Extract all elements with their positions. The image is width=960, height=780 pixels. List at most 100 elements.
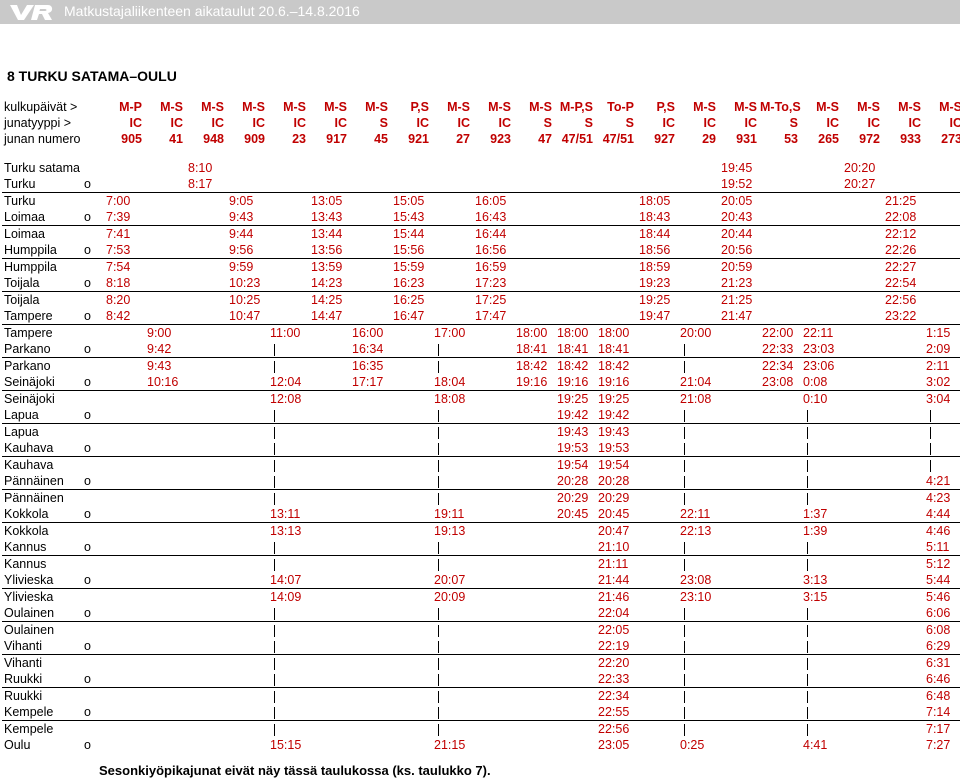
time-cell <box>145 291 186 308</box>
table-row: Vihanti 22:20 6:31 <box>2 654 960 671</box>
pass-through-marker <box>268 704 309 721</box>
time-cell <box>186 374 227 391</box>
time-cell <box>514 489 555 506</box>
pass-bar <box>930 409 931 422</box>
station-name: Kokkola <box>2 522 84 539</box>
table-row: Parkano o 9:42 16:34 18:41 18:41 18:41 22:33 23:… <box>2 341 960 358</box>
time-cell: 20:07 <box>434 573 466 587</box>
time-cell <box>309 671 350 688</box>
time-cell: 8:10 <box>188 161 213 175</box>
time-cell <box>350 720 391 737</box>
time-cell: 3:04 <box>924 390 960 407</box>
time-cell <box>842 473 883 490</box>
column-days: M-S <box>488 100 511 114</box>
time-cell <box>350 390 391 407</box>
time-cell <box>227 324 268 341</box>
pass-through-marker <box>432 539 473 556</box>
column-type: IC <box>826 116 840 130</box>
time-cell <box>760 572 801 589</box>
pass-through-marker <box>801 654 842 671</box>
arrival-mark <box>84 324 104 341</box>
time-cell <box>514 473 555 490</box>
time-cell: 21:04 <box>680 375 712 389</box>
time-cell: 4:21 <box>926 474 951 488</box>
station-name: Tampere <box>4 309 53 323</box>
time-cell: 21:25 <box>719 291 760 308</box>
time-cell <box>842 638 883 655</box>
table-row: Kannus o 21:10 5:11 <box>2 539 960 556</box>
time-cell <box>719 687 760 704</box>
time-cell <box>473 638 514 655</box>
time-cell <box>637 621 678 638</box>
time-cell: 19:25 <box>637 291 678 308</box>
time-cell: 13:05 <box>309 192 350 209</box>
pass-through-marker <box>268 423 309 440</box>
arrival-mark: o <box>84 474 91 488</box>
time-cell <box>104 160 145 176</box>
time-cell <box>883 407 924 424</box>
time-cell: 22:33 <box>598 672 630 686</box>
time-cell <box>186 209 227 226</box>
table-row: Tampere 9:00 11:00 16:00 17:00 18:00 18:00 18:0… <box>2 324 960 341</box>
time-cell: 20:44 <box>719 225 760 242</box>
pass-through-marker <box>268 621 309 638</box>
time-cell <box>104 357 145 374</box>
arrival-mark: o <box>84 243 91 257</box>
pass-bar <box>807 558 808 571</box>
time-cell <box>760 638 801 655</box>
time-cell <box>186 605 227 622</box>
table-row: Kauhava 19:54 19:54 <box>2 456 960 473</box>
app-header: Matkustajaliikenteen aikataulut 20.6.–14… <box>0 0 960 24</box>
pass-bar <box>274 442 275 455</box>
time-cell <box>227 374 268 391</box>
pass-through-marker <box>924 407 960 424</box>
time-cell <box>678 258 719 275</box>
time-cell: 20:09 <box>432 588 473 605</box>
station-name: Lapua <box>2 423 84 440</box>
time-cell <box>514 192 555 209</box>
time-cell <box>719 605 760 622</box>
time-cell <box>473 539 514 556</box>
pass-bar <box>274 657 275 670</box>
time-cell <box>391 440 432 457</box>
column-days: M-S <box>857 100 880 114</box>
column-days: M-To,S <box>760 100 801 114</box>
time-cell <box>350 555 391 572</box>
time-cell: 7:41 <box>104 225 145 242</box>
column-days: P,S <box>656 100 675 114</box>
pass-bar <box>438 723 439 736</box>
time-cell: 20:45 <box>557 507 589 521</box>
time-cell <box>104 522 145 539</box>
pass-through-marker <box>801 555 842 572</box>
time-cell <box>678 308 719 325</box>
time-cell: 16:23 <box>393 276 425 290</box>
pass-through-marker <box>801 407 842 424</box>
time-cell <box>473 737 514 753</box>
time-cell <box>637 407 678 424</box>
time-cell <box>678 291 719 308</box>
time-cell <box>555 291 596 308</box>
time-cell <box>842 737 883 753</box>
time-cell <box>514 291 555 308</box>
time-cell <box>268 308 309 325</box>
time-cell <box>555 242 596 259</box>
time-cell <box>350 275 391 292</box>
pass-bar <box>807 459 808 472</box>
time-cell <box>883 704 924 721</box>
time-cell <box>145 390 186 407</box>
time-cell <box>145 720 186 737</box>
time-cell <box>514 176 555 193</box>
pass-bar <box>438 426 439 439</box>
time-cell <box>883 357 924 374</box>
table-row: Seinäjoki 12:08 18:08 19:25 19:25 21:08 0:10 3:… <box>2 390 960 407</box>
time-cell: 19:53 <box>557 441 589 455</box>
column-type: IC <box>129 116 143 130</box>
time-cell <box>186 308 227 325</box>
time-cell <box>145 588 186 605</box>
time-cell <box>801 275 842 292</box>
station-name: Kauhava <box>4 441 54 455</box>
pass-through-marker <box>801 423 842 440</box>
time-cell <box>637 572 678 589</box>
time-cell <box>432 225 473 242</box>
time-cell <box>760 473 801 490</box>
